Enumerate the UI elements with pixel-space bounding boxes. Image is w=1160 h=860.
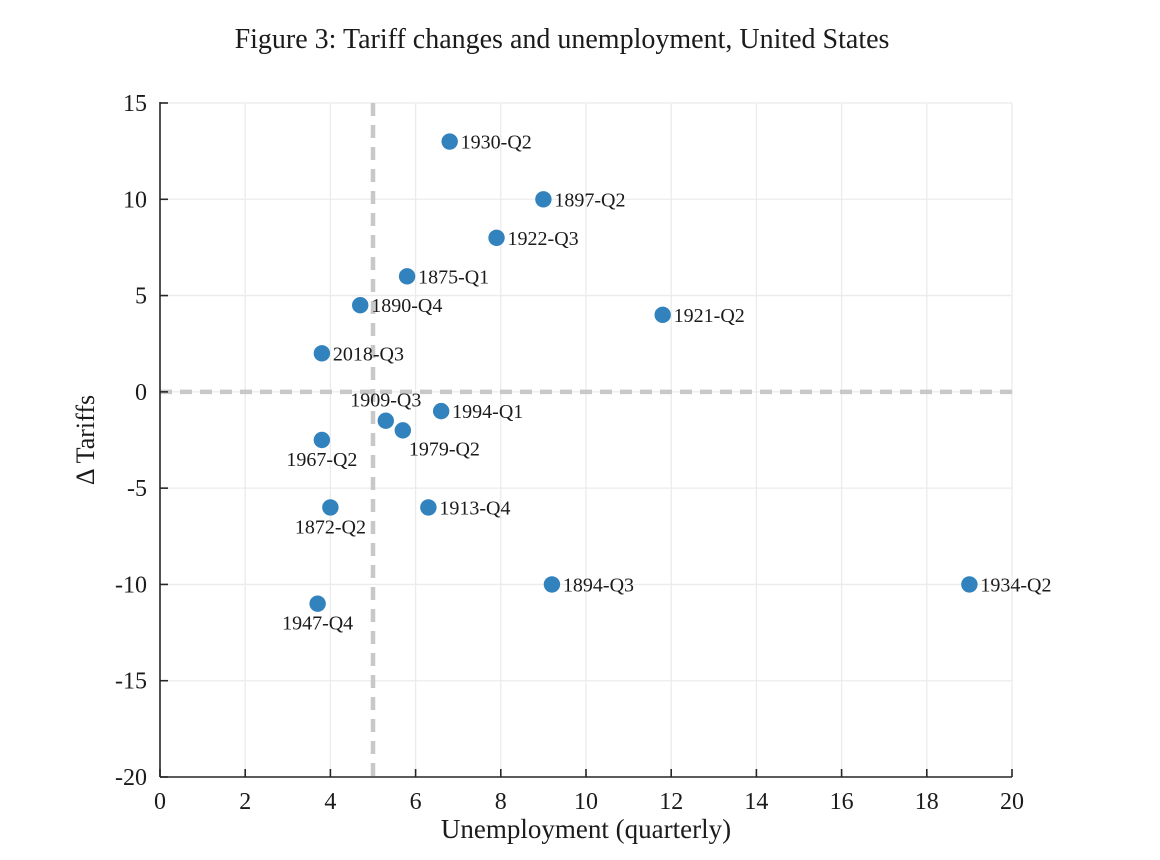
data-point-label-1967-Q2: 1967-Q2 <box>286 449 357 471</box>
y-axis-label: Δ Tariffs <box>71 394 100 486</box>
y-tick-label: -20 <box>115 765 147 791</box>
data-point-1872-Q2 <box>322 499 339 516</box>
y-tick-label: -5 <box>127 476 147 502</box>
data-point-1967-Q2 <box>313 431 331 449</box>
y-tick-label: 10 <box>123 187 147 213</box>
data-point-label-1913-Q4: 1913-Q4 <box>439 497 510 519</box>
data-point-label-1872-Q2: 1872-Q2 <box>295 516 366 538</box>
data-point-1890-Q4 <box>352 297 369 314</box>
data-point-label-1897-Q2: 1897-Q2 <box>554 189 625 211</box>
data-point-1913-Q4 <box>420 499 437 516</box>
x-tick-label: 10 <box>574 789 598 815</box>
data-point-1909-Q3 <box>377 412 394 429</box>
data-point-1994-Q1 <box>432 402 450 420</box>
y-tick-label: -15 <box>115 669 147 695</box>
figure-title: Figure 3: Tariff changes and unemploymen… <box>234 24 890 55</box>
data-point-label-1909-Q3: 1909-Q3 <box>350 390 421 412</box>
y-tick-label: 5 <box>135 284 147 310</box>
x-tick-label: 0 <box>154 789 166 815</box>
data-point-1947-Q4 <box>309 595 326 612</box>
data-point-1894-Q3 <box>543 576 561 593</box>
data-point-label-1979-Q2: 1979-Q2 <box>409 438 480 460</box>
data-point-1979-Q2 <box>394 422 412 439</box>
data-point-2018-Q3 <box>313 345 331 362</box>
y-tick-label: 15 <box>123 91 147 117</box>
data-point-1934-Q2 <box>961 576 978 593</box>
data-point-label-1930-Q2: 1930-Q2 <box>461 132 532 154</box>
data-point-1875-Q1 <box>398 268 416 285</box>
data-point-1930-Q2 <box>441 133 458 150</box>
data-point-1922-Q3 <box>488 229 505 246</box>
data-point-label-1922-Q3: 1922-Q3 <box>508 228 579 250</box>
y-tick-label: 0 <box>135 380 147 406</box>
x-tick-label: 4 <box>324 789 336 815</box>
data-point-1897-Q2 <box>535 191 552 208</box>
x-tick-label: 16 <box>830 789 854 815</box>
data-point-label-1994-Q1: 1994-Q1 <box>452 401 523 423</box>
y-tick-label: -10 <box>115 572 147 598</box>
data-point-label-1894-Q3: 1894-Q3 <box>563 574 634 596</box>
data-point-label-1934-Q2: 1934-Q2 <box>980 574 1051 596</box>
x-tick-label: 6 <box>410 789 422 815</box>
x-tick-label: 8 <box>495 789 507 815</box>
x-axis-label: Unemployment (quarterly) <box>440 814 732 844</box>
x-tick-label: 2 <box>239 789 251 815</box>
data-point-label-1890-Q4: 1890-Q4 <box>371 295 442 317</box>
data-point-label-1875-Q1: 1875-Q1 <box>418 266 489 288</box>
x-tick-label: 12 <box>659 789 683 815</box>
data-point-label-1921-Q2: 1921-Q2 <box>674 305 745 327</box>
x-tick-label: 14 <box>744 789 768 815</box>
data-point-1921-Q2 <box>654 306 671 324</box>
x-tick-label: 20 <box>1000 789 1024 815</box>
data-point-label-2018-Q3: 2018-Q3 <box>333 343 404 365</box>
data-point-label-1947-Q4: 1947-Q4 <box>282 613 353 635</box>
x-tick-label: 18 <box>915 789 939 815</box>
